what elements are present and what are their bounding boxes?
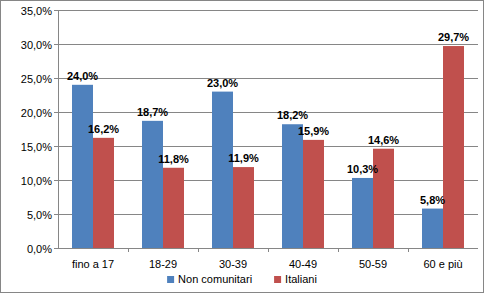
- legend-swatch: [167, 276, 174, 283]
- category-tick: [268, 248, 269, 252]
- category-label: 40-49: [289, 258, 317, 270]
- bar: [233, 167, 254, 248]
- bar: [303, 140, 324, 248]
- bar: [163, 168, 184, 248]
- category-label: 60 e più: [423, 258, 462, 270]
- grid-line: [58, 180, 478, 181]
- bar: [443, 46, 464, 248]
- bar: [422, 209, 443, 248]
- bar: [72, 85, 93, 248]
- tick-mark: [54, 248, 58, 249]
- category-tick: [338, 248, 339, 252]
- category-label: 30-39: [219, 258, 247, 270]
- tick-label: 5,0%: [27, 209, 52, 221]
- tick-mark: [54, 214, 58, 215]
- tick-mark: [54, 44, 58, 45]
- category-label: 18-29: [149, 258, 177, 270]
- data-label: 16,2%: [88, 123, 119, 135]
- data-label: 5,8%: [420, 194, 445, 206]
- legend-label: Italiani: [285, 273, 317, 285]
- data-label: 14,6%: [368, 134, 399, 146]
- grid: [54, 11, 478, 249]
- data-label: 11,9%: [228, 152, 259, 164]
- data-label: 10,3%: [347, 163, 378, 175]
- category-tick: [408, 248, 409, 252]
- category-tick: [128, 248, 129, 252]
- bar: [93, 138, 114, 248]
- data-label: 29,7%: [438, 31, 469, 43]
- data-label: 23,0%: [207, 77, 238, 89]
- bar: [212, 92, 233, 248]
- legend-swatch: [274, 276, 281, 283]
- tick-label: 25,0%: [21, 73, 52, 85]
- bar: [142, 121, 163, 248]
- category-tick: [198, 248, 199, 252]
- chart: 0,0% 5,0% 10,0% 15,0% 20,0% 25,0% 30,0% 35,0% 24…: [0, 0, 484, 293]
- tick-mark: [54, 180, 58, 181]
- tick-label: 0,0%: [27, 243, 52, 255]
- grid-line: [58, 44, 478, 45]
- grid-line: [58, 78, 478, 79]
- data-label: 18,2%: [277, 109, 308, 121]
- tick-mark: [54, 146, 58, 147]
- bars: [72, 46, 464, 248]
- tick-label: 30,0%: [21, 39, 52, 51]
- grid-line: [58, 146, 478, 147]
- tick-label: 10,0%: [21, 175, 52, 187]
- data-label: 18,7%: [137, 106, 168, 118]
- tick-mark: [54, 78, 58, 79]
- tick-label: 20,0%: [21, 107, 52, 119]
- data-label: 15,9%: [298, 125, 329, 137]
- legend: Non comunitari Italiani: [167, 273, 317, 285]
- data-labels: 24,0% 16,2% 18,7% 11,8% 23,0% 11,9% 18,2% 15,9%…: [67, 31, 469, 206]
- chart-border: [1, 1, 484, 293]
- category-label: fino a 17: [72, 258, 114, 270]
- data-label: 11,8%: [158, 153, 189, 165]
- bar: [352, 178, 373, 248]
- data-label: 24,0%: [67, 70, 98, 82]
- tick-mark: [54, 10, 58, 11]
- tick-label: 15,0%: [21, 141, 52, 153]
- category-label: 50-59: [359, 258, 387, 270]
- grid-line: [58, 214, 478, 215]
- legend-label: Non comunitari: [178, 273, 252, 285]
- grid-line: [58, 10, 478, 11]
- tick-label: 35,0%: [21, 5, 52, 17]
- tick-mark: [54, 112, 58, 113]
- bar: [282, 124, 303, 248]
- y-axis: [58, 10, 59, 248]
- grid-line: [58, 112, 478, 113]
